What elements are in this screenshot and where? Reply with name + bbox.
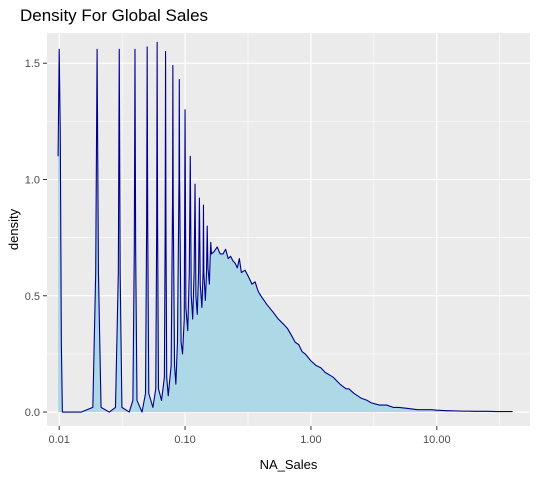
y-axis-title: density [6, 208, 21, 250]
x-tick-label: 1.00 [300, 434, 321, 446]
density-line [57, 41, 513, 413]
x-axis-title: NA_Sales [260, 457, 318, 472]
x-axis: 0.01 0.10 1.00 10.00 [48, 426, 451, 446]
y-tick-label: 0.5 [25, 291, 40, 303]
y-tick-label: 1.5 [25, 58, 40, 70]
chart-title: Density For Global Sales [20, 6, 209, 25]
x-tick-label: 0.10 [174, 434, 195, 446]
y-tick-label: 0.0 [25, 407, 40, 419]
x-tick-label: 0.01 [48, 434, 69, 446]
y-axis: 0.0 0.5 1.0 1.5 [25, 58, 47, 419]
y-tick-label: 1.0 [25, 175, 40, 187]
x-tick-label: 10.00 [423, 434, 451, 446]
